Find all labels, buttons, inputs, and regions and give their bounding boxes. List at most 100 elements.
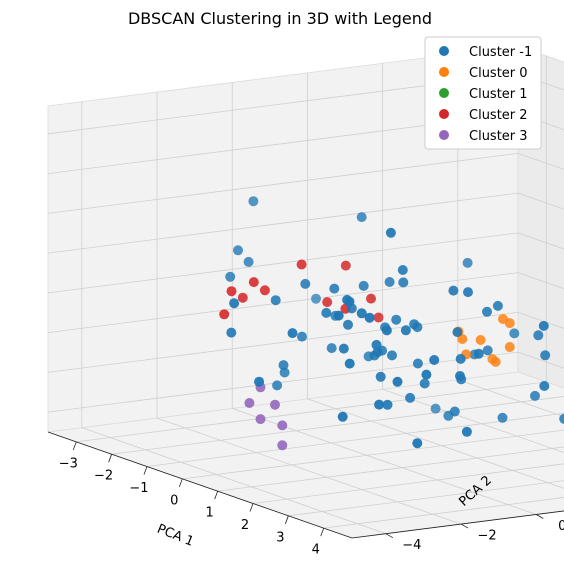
data-point-series-0 [539,381,550,391]
data-point-series-0 [278,360,289,371]
x-axis-label: PCA 1 [155,522,196,550]
data-point-series-0 [248,196,259,207]
x-axis-line [47,431,353,539]
y-tick [460,523,469,529]
data-point-series-0 [364,312,375,323]
data-point-series-3 [366,293,376,304]
data-point-series-0 [384,277,395,287]
data-point-series-0 [419,378,430,389]
legend-marker [439,109,449,119]
legend-marker [439,88,449,98]
data-point-series-0 [343,319,353,330]
data-point-series-0 [397,265,408,275]
y-grid-line [156,417,462,525]
y-grid-line [81,427,386,535]
data-point-series-0 [430,403,441,414]
data-point-series-0 [421,369,432,380]
data-point-series-4 [270,399,280,410]
data-point-series-0 [279,367,290,378]
y-tick-label: −2 [477,529,496,544]
legend-label: Cluster 3 [469,129,528,144]
x-tick [178,478,183,487]
legend-marker [439,67,449,77]
data-point-series-3 [226,286,237,297]
data-point-series-1 [457,334,468,344]
y-tick-label: −4 [402,538,421,553]
data-point-series-0 [492,300,503,311]
data-point-series-0 [344,296,355,307]
data-point-series-0 [391,314,402,325]
data-point-series-0 [287,328,298,339]
data-point-series-0 [412,322,423,333]
legend-marker [439,130,449,140]
data-point-series-0 [412,438,423,449]
data-point-series-0 [333,310,344,321]
data-point-series-0 [473,348,484,359]
data-point-series-4 [244,398,255,408]
data-point-series-0 [405,392,416,403]
data-point-series-0 [344,358,355,369]
data-point-series-0 [326,343,337,354]
legend-label: Cluster -1 [469,45,532,60]
data-point-series-3 [373,312,384,323]
data-point-series-0 [382,399,393,410]
data-point-series-0 [337,411,348,422]
y-tick-label: 0 [558,519,564,534]
data-point-series-0 [272,380,283,391]
data-point-series-0 [311,293,321,304]
data-point-series-0 [509,328,520,339]
x-tick-label: −3 [59,456,78,471]
data-point-series-3 [340,260,351,271]
data-point-series-0 [559,413,564,424]
data-point-series-0 [270,295,281,306]
x-tick [320,527,325,537]
data-point-series-0 [463,287,473,298]
data-point-series-0 [448,285,459,296]
x-tick [143,466,148,475]
x-grid-line [111,396,564,455]
data-point-series-0 [225,271,236,282]
z-grid-line [47,192,519,254]
x-tick-label: 4 [312,543,320,558]
z-grid-line [47,351,519,413]
x-tick [72,441,77,451]
chart-title: DBSCAN Clustering in 3D with Legend [128,9,432,28]
data-point-series-0 [452,327,463,338]
data-point-series-1 [504,342,515,352]
x-tick [284,515,289,524]
x-tick-label: 1 [206,506,214,521]
data-point-series-0 [540,350,551,361]
z-grid-line [47,232,519,294]
x-grid-line [217,446,564,492]
data-point-series-0 [338,343,349,354]
data-point-series-0 [300,278,311,289]
data-point-series-0 [429,355,440,365]
legend-frame [424,36,542,150]
x-tick [108,454,113,463]
x-tick-label: 0 [170,493,178,508]
data-point-series-0 [356,308,367,319]
data-point-series-0 [461,426,472,437]
data-point-series-3 [237,292,248,303]
x-tick-label: −1 [129,481,148,496]
y-grid-line [307,398,564,489]
data-point-series-0 [356,212,367,223]
data-point-series-4 [277,420,288,431]
z-grid-line [47,272,519,334]
legend-marker [439,46,449,56]
data-point-series-3 [248,277,259,288]
data-point-series-0 [449,406,460,417]
data-point-series-0 [329,283,340,294]
x-tick-label: −2 [94,469,113,484]
data-point-series-0 [462,257,473,268]
data-point-series-0 [254,376,265,387]
x-tick-label: 2 [241,518,249,533]
data-point-series-1 [475,335,486,345]
data-point-series-3 [296,259,307,270]
data-point-series-0 [482,306,492,317]
x-grid-line [323,497,564,529]
data-point-series-0 [455,371,465,381]
legend-label: Cluster 0 [469,66,528,81]
z-grid-line [47,152,519,214]
